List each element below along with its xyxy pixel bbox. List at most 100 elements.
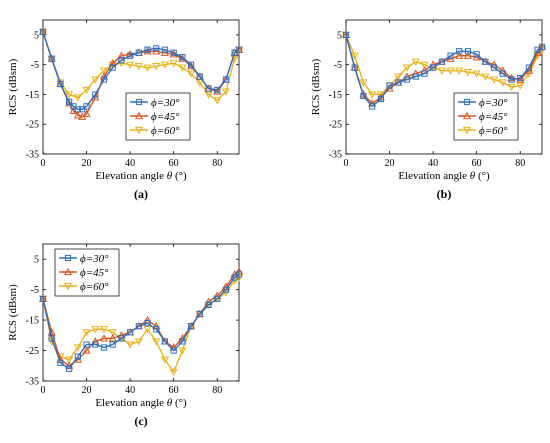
series-line-1 bbox=[42, 31, 240, 111]
data-point bbox=[507, 83, 516, 92]
data-point bbox=[222, 286, 230, 293]
data-point bbox=[187, 61, 195, 68]
data-point bbox=[455, 67, 464, 75]
data-point bbox=[472, 70, 481, 78]
chart-panel-1: 0 20 40 60 80 -35 -25 -15 -5 5 Elevation angle θ (… bbox=[7, 19, 244, 201]
x-tick-label: 0 bbox=[41, 158, 46, 169]
data-point bbox=[204, 91, 213, 99]
y-tick-label: -15 bbox=[26, 90, 39, 101]
chart-panel-2: 0 20 40 60 80 -35 -25 -15 -5 5 Elevation angle θ (… bbox=[310, 19, 547, 201]
data-point bbox=[473, 51, 480, 58]
data-point bbox=[350, 52, 359, 60]
legend-entry-label: ϕ=30° bbox=[151, 97, 180, 109]
data-point bbox=[127, 329, 134, 336]
data-point bbox=[420, 61, 429, 69]
data-point bbox=[360, 92, 367, 100]
legend-entry-label: ϕ=30° bbox=[479, 97, 508, 109]
data-point bbox=[152, 338, 161, 346]
data-point bbox=[169, 368, 178, 377]
data-point bbox=[438, 58, 445, 65]
data-point bbox=[144, 320, 151, 327]
data-point bbox=[108, 58, 117, 67]
x-tick-label: 40 bbox=[428, 158, 438, 169]
panel-label: (a) bbox=[134, 187, 148, 201]
data-point bbox=[108, 334, 117, 342]
y-tick-label: -25 bbox=[26, 120, 39, 131]
data-point bbox=[153, 45, 160, 52]
data-point bbox=[490, 76, 499, 84]
plot-area-frame bbox=[42, 19, 240, 155]
y-axis-label: RCS (dBsm) bbox=[310, 58, 322, 115]
data-point bbox=[205, 301, 212, 308]
data-point bbox=[412, 73, 419, 80]
data-point bbox=[516, 75, 525, 83]
data-point bbox=[161, 338, 169, 345]
data-point bbox=[57, 80, 64, 88]
data-point bbox=[108, 329, 117, 337]
legend-swatch-marker bbox=[134, 126, 144, 135]
legend-swatch-marker bbox=[134, 111, 144, 120]
legend: ϕ=30° ϕ=45° ϕ=60° bbox=[54, 248, 120, 297]
legend-swatch-marker bbox=[63, 282, 73, 291]
data-point bbox=[463, 69, 473, 77]
data-point bbox=[187, 323, 195, 330]
data-point bbox=[235, 46, 243, 53]
legend-swatch-marker bbox=[462, 111, 472, 120]
data-point bbox=[161, 46, 169, 53]
data-point bbox=[231, 274, 238, 281]
x-tick-label: 80 bbox=[515, 158, 525, 169]
x-tick-label: 60 bbox=[169, 158, 179, 169]
x-axis-label: Elevation angle θ (°) bbox=[95, 170, 187, 182]
data-point bbox=[464, 48, 472, 55]
data-point bbox=[118, 335, 125, 342]
data-point bbox=[73, 344, 82, 352]
legend-entry-label: ϕ=45° bbox=[151, 111, 180, 123]
data-point bbox=[222, 76, 230, 83]
data-point bbox=[152, 63, 161, 71]
y-axis-label: RCS (dBsm) bbox=[7, 284, 19, 341]
x-axis-label-unit: (°) bbox=[172, 170, 187, 182]
legend-swatch-marker bbox=[463, 98, 471, 106]
x-tick-label: 40 bbox=[125, 385, 135, 396]
data-point bbox=[82, 329, 91, 337]
x-tick-label: 20 bbox=[82, 385, 92, 396]
x-axis-label: Elevation angle θ (°) bbox=[398, 170, 490, 182]
panel-label: (c) bbox=[134, 414, 147, 428]
data-point bbox=[517, 74, 524, 82]
data-point bbox=[109, 341, 116, 348]
legend: ϕ=30° ϕ=45° ϕ=60° bbox=[125, 92, 191, 141]
x-tick-label: 80 bbox=[212, 158, 222, 169]
data-point bbox=[377, 95, 384, 103]
data-point bbox=[359, 79, 368, 87]
data-point bbox=[221, 88, 230, 96]
x-axis-label-text: Elevation angle bbox=[95, 170, 166, 182]
data-point bbox=[118, 57, 125, 64]
data-point bbox=[534, 46, 541, 53]
y-tick-label: -35 bbox=[329, 150, 342, 161]
data-point bbox=[79, 106, 86, 113]
y-tick-label: -5 bbox=[334, 60, 342, 71]
data-point bbox=[83, 103, 90, 110]
data-point bbox=[376, 91, 385, 99]
data-point bbox=[144, 46, 151, 53]
data-point bbox=[368, 91, 377, 99]
data-point bbox=[73, 111, 82, 119]
data-point bbox=[403, 76, 411, 83]
legend-swatch-marker bbox=[64, 254, 72, 262]
y-tick-label: 5 bbox=[337, 30, 342, 41]
data-point bbox=[179, 338, 186, 345]
x-axis-label-text: Elevation angle bbox=[398, 170, 469, 182]
data-point bbox=[205, 85, 212, 92]
data-point bbox=[394, 73, 403, 81]
y-tick-label: 5 bbox=[34, 255, 39, 266]
series-line-1 bbox=[345, 34, 543, 108]
data-point bbox=[160, 356, 170, 364]
y-tick-label: -5 bbox=[31, 60, 39, 71]
data-point bbox=[430, 64, 437, 71]
y-axis-label: RCS (dBsm) bbox=[7, 58, 19, 115]
data-point bbox=[99, 334, 109, 342]
data-point bbox=[235, 271, 243, 278]
data-point bbox=[213, 87, 222, 95]
legend-entry-label: ϕ=45° bbox=[479, 111, 508, 123]
chart-panel-3: 0 20 40 60 80 -35 -25 -15 -5 5 Elevation angle θ (… bbox=[7, 243, 244, 428]
